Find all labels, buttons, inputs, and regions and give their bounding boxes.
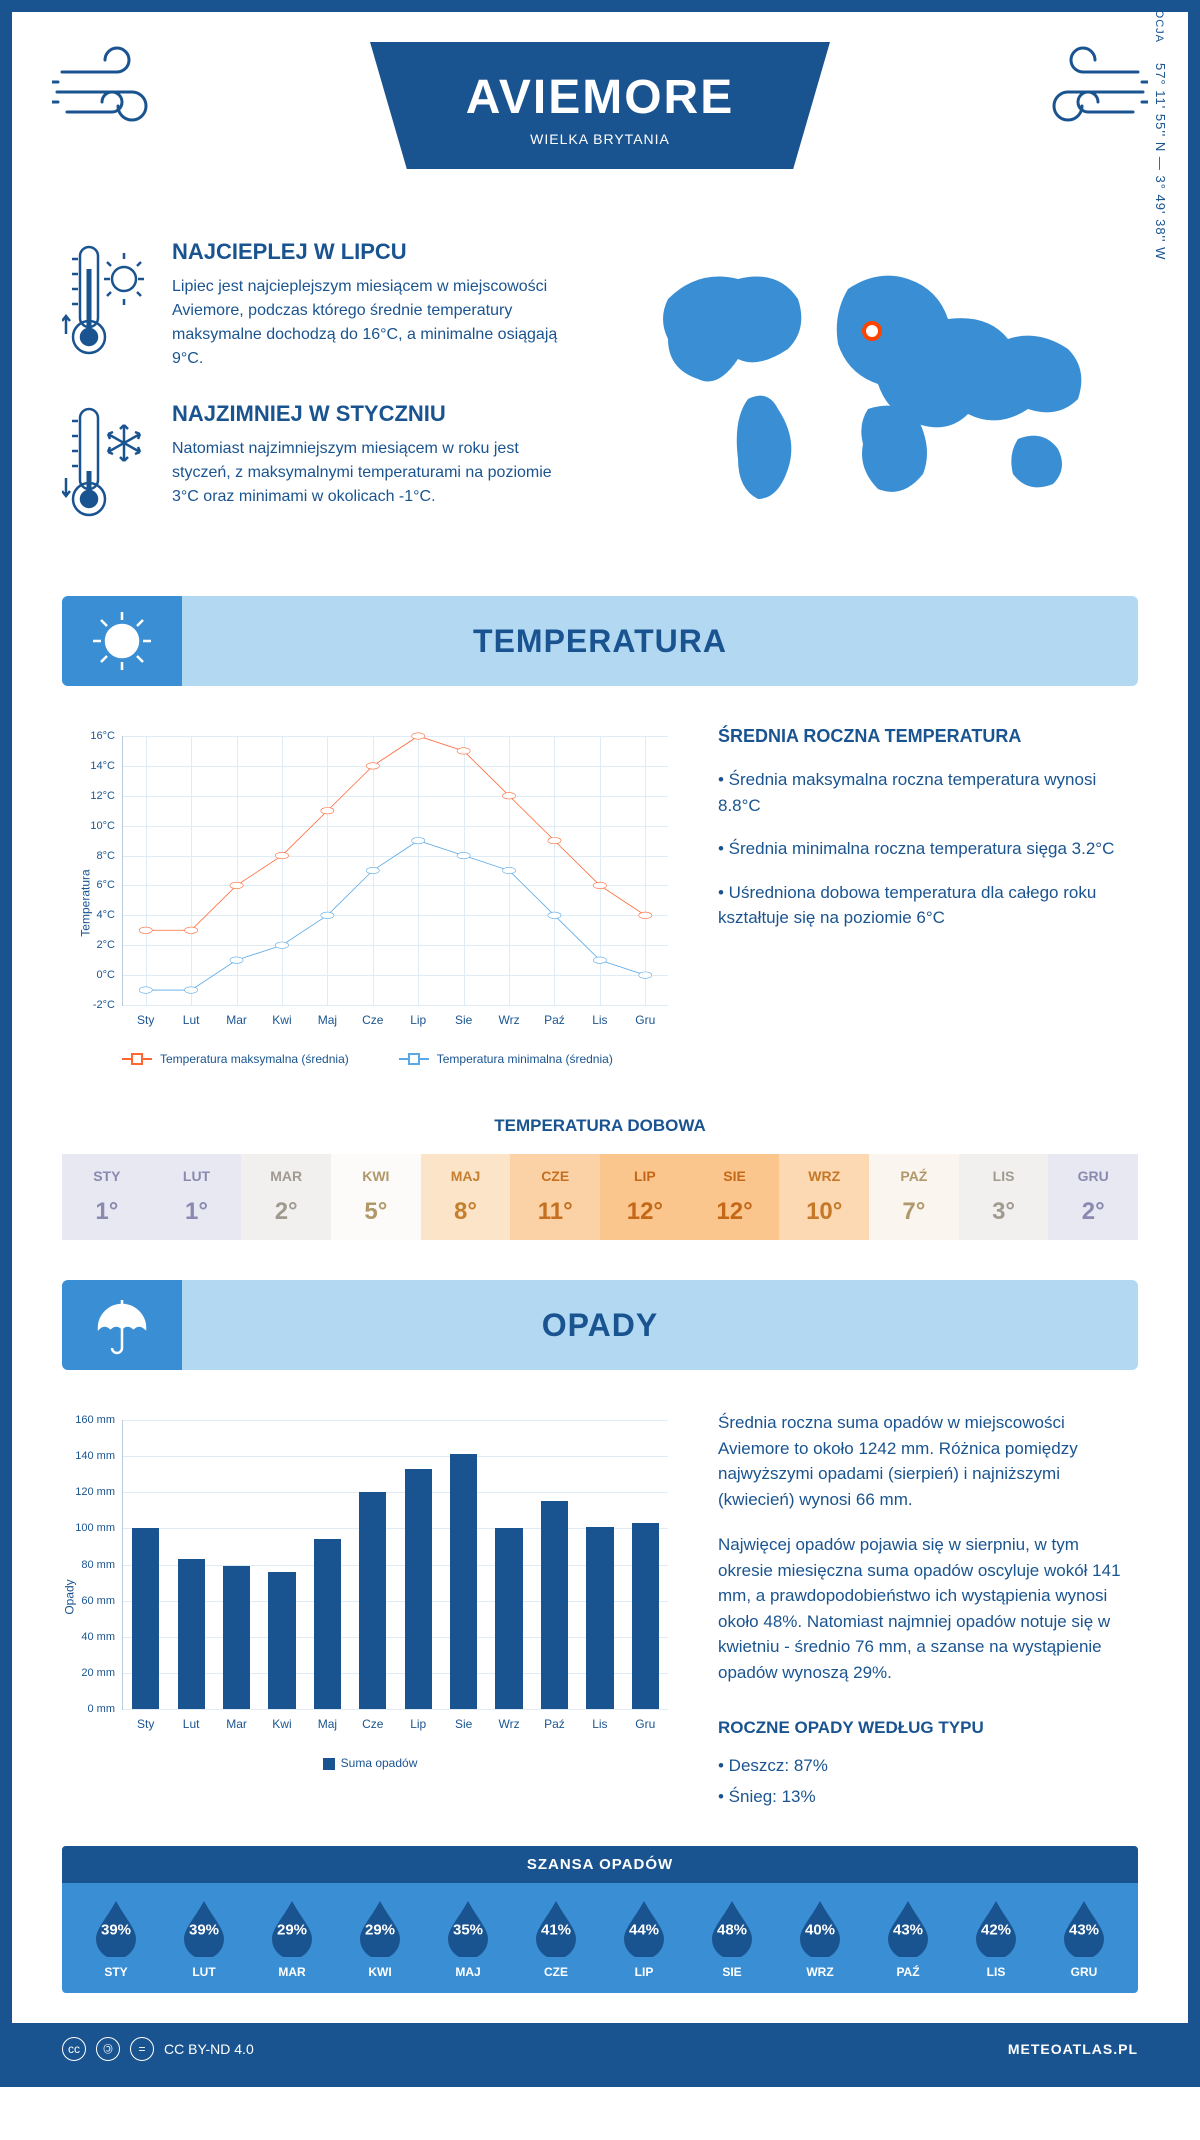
header: AVIEMORE WIELKA BRYTANIA: [12, 12, 1188, 219]
drop-icon: 41%: [530, 1897, 582, 1957]
title-banner: AVIEMORE WIELKA BRYTANIA: [370, 42, 830, 169]
table-cell: GRU2°: [1048, 1154, 1138, 1240]
thermometer-cold-icon: [62, 401, 152, 526]
bar: [223, 1566, 250, 1709]
table-cell: LIS3°: [959, 1154, 1049, 1240]
drop-icon: 43%: [1058, 1897, 1110, 1957]
bar: [541, 1501, 568, 1709]
bar: [314, 1539, 341, 1709]
bar: [268, 1572, 295, 1709]
warmest-text: Lipiec jest najcieplejszym miesiącem w m…: [172, 275, 578, 371]
sun-icon: [62, 596, 182, 686]
table-cell: KWI5°: [331, 1154, 421, 1240]
chance-heading: SZANSA OPADÓW: [62, 1846, 1138, 1883]
bar: [586, 1527, 613, 1709]
summary-bullet: • Uśredniona dobowa temperatura dla całe…: [718, 880, 1138, 931]
drop-cell: 39%STY: [72, 1897, 160, 1979]
legend-item: .leg-swatch::before{border-color:inherit…: [122, 1052, 349, 1066]
bar: [450, 1454, 477, 1709]
coldest-heading: NAJZIMNIEJ W STYCZNIU: [172, 401, 578, 427]
table-cell: MAJ8°: [421, 1154, 511, 1240]
drop-icon: 44%: [618, 1897, 670, 1957]
drop-cell: 40%WRZ: [776, 1897, 864, 1979]
drop-icon: 43%: [882, 1897, 934, 1957]
table-cell: LUT1°: [152, 1154, 242, 1240]
drop-cell: 48%SIE: [688, 1897, 776, 1979]
by-type-heading: ROCZNE OPADY WEDŁUG TYPU: [718, 1715, 1138, 1741]
intro-section: NAJCIEPLEJ W LIPCU Lipiec jest najcieple…: [12, 219, 1188, 596]
y-axis-label: Opady: [63, 1579, 77, 1614]
table-cell: PAŹ7°: [869, 1154, 959, 1240]
table-cell: SIE12°: [690, 1154, 780, 1240]
table-cell: WRZ10°: [779, 1154, 869, 1240]
bar: [632, 1523, 659, 1709]
by-icon: 🄯: [96, 2037, 120, 2061]
by-type-item: • Śnieg: 13%: [718, 1784, 1138, 1810]
drop-icon: 29%: [354, 1897, 406, 1957]
bar: [405, 1469, 432, 1709]
coldest-text: Natomiast najzimniejszym miesiącem w rok…: [172, 437, 578, 509]
drop-icon: 48%: [706, 1897, 758, 1957]
cc-icon: cc: [62, 2037, 86, 2061]
drop-cell: 43%PAŹ: [864, 1897, 952, 1979]
bar: [495, 1528, 522, 1709]
world-map: SZKOCJA57° 11' 55'' N — 3° 49' 38'' W: [618, 239, 1138, 556]
page-title: AVIEMORE: [430, 70, 770, 125]
umbrella-icon: [62, 1280, 182, 1370]
drop-cell: 39%LUT: [160, 1897, 248, 1979]
y-axis-label: Temperatura: [79, 869, 93, 936]
drop-icon: 39%: [90, 1897, 142, 1957]
drop-cell: 41%CZE: [512, 1897, 600, 1979]
precipitation-section-header: OPADY: [62, 1280, 1138, 1370]
drop-cell: 29%KWI: [336, 1897, 424, 1979]
precip-text: Najwięcej opadów pojawia się w sierpniu,…: [718, 1532, 1138, 1685]
footer: cc 🄯 = CC BY-ND 4.0 METEOATLAS.PL: [12, 2023, 1188, 2075]
drop-icon: 39%: [178, 1897, 230, 1957]
site-name: METEOATLAS.PL: [1008, 2041, 1138, 2057]
drop-cell: 29%MAR: [248, 1897, 336, 1979]
table-cell: LIP12°: [600, 1154, 690, 1240]
temperature-line-chart: Temperatura -2°C0°C2°C4°C6°C8°C10°C12°C1…: [62, 726, 678, 1066]
table-cell: STY1°: [62, 1154, 152, 1240]
temperature-summary: ŚREDNIA ROCZNA TEMPERATURA • Średnia mak…: [718, 726, 1138, 1066]
drop-cell: 42%LIS: [952, 1897, 1040, 1979]
summary-heading: ŚREDNIA ROCZNA TEMPERATURA: [718, 726, 1138, 747]
drop-cell: 43%GRU: [1040, 1897, 1128, 1979]
bar: [178, 1559, 205, 1709]
bar: [132, 1528, 159, 1709]
section-title: OPADY: [542, 1307, 658, 1344]
thermometer-hot-icon: [62, 239, 152, 371]
temperature-section-header: TEMPERATURA: [62, 596, 1138, 686]
summary-bullet: • Średnia maksymalna roczna temperatura …: [718, 767, 1138, 818]
nd-icon: =: [130, 2037, 154, 2061]
drop-cell: 44%LIP: [600, 1897, 688, 1979]
summary-bullet: • Średnia minimalna roczna temperatura s…: [718, 836, 1138, 862]
wind-icon: [52, 42, 182, 132]
daily-temperature-table: TEMPERATURA DOBOWA STY1°LUT1°MAR2°KWI5°M…: [12, 1106, 1188, 1280]
warmest-heading: NAJCIEPLEJ W LIPCU: [172, 239, 578, 265]
coldest-block: NAJZIMNIEJ W STYCZNIU Natomiast najzimni…: [62, 401, 578, 526]
license-text: CC BY-ND 4.0: [164, 2041, 254, 2057]
drop-cell: 35%MAJ: [424, 1897, 512, 1979]
wind-icon: [1018, 42, 1148, 132]
table-cell: MAR2°: [241, 1154, 331, 1240]
drop-icon: 29%: [266, 1897, 318, 1957]
chart-legend: Suma opadów: [62, 1756, 678, 1770]
section-title: TEMPERATURA: [473, 623, 727, 660]
legend-item: .leg-swatch::before{border-color:inherit…: [399, 1052, 613, 1066]
precipitation-chance-strip: SZANSA OPADÓW 39%STY39%LUT29%MAR29%KWI35…: [62, 1846, 1138, 1993]
warmest-block: NAJCIEPLEJ W LIPCU Lipiec jest najcieple…: [62, 239, 578, 371]
drop-icon: 42%: [970, 1897, 1022, 1957]
by-type-item: • Deszcz: 87%: [718, 1753, 1138, 1779]
table-cell: CZE11°: [510, 1154, 600, 1240]
coordinates: SZKOCJA57° 11' 55'' N — 3° 49' 38'' W: [1153, 0, 1168, 260]
page-subtitle: WIELKA BRYTANIA: [430, 131, 770, 147]
precip-text: Średnia roczna suma opadów w miejscowośc…: [718, 1410, 1138, 1512]
drop-icon: 35%: [442, 1897, 494, 1957]
bar: [359, 1492, 386, 1709]
precipitation-bar-chart: Opady 0 mm20 mm40 mm60 mm80 mm100 mm120 …: [62, 1410, 678, 1816]
drop-icon: 40%: [794, 1897, 846, 1957]
table-heading: TEMPERATURA DOBOWA: [62, 1116, 1138, 1136]
